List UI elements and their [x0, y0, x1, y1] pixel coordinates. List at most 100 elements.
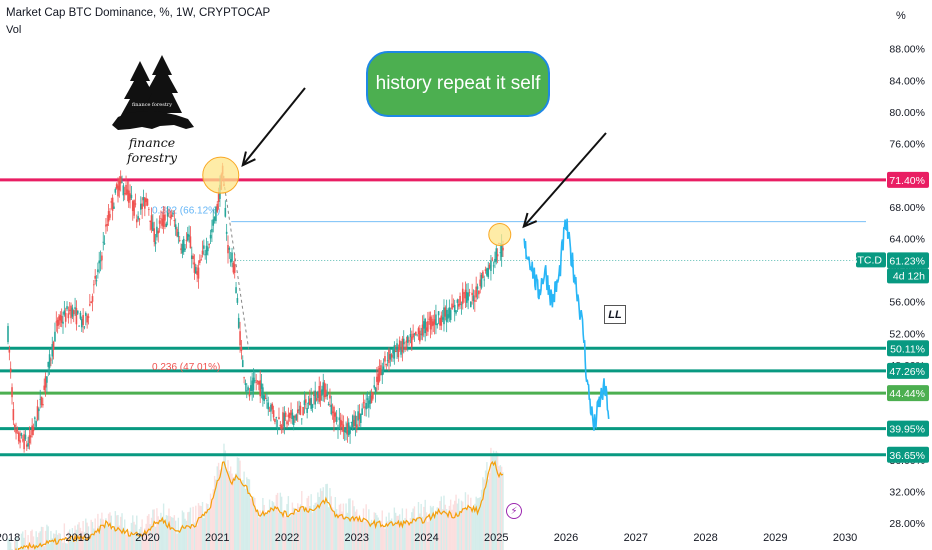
candle-body	[189, 236, 192, 249]
volume-bar	[429, 505, 432, 550]
volume-bar	[341, 511, 343, 550]
volume-bar	[373, 512, 375, 550]
volume-bar	[452, 504, 455, 550]
arrow-shaft	[523, 132, 607, 228]
volume-bar	[311, 512, 314, 550]
candle-body	[196, 271, 198, 276]
volume-bar	[297, 503, 299, 550]
candle-body	[496, 254, 499, 257]
candle-body	[468, 292, 471, 293]
candle-body	[342, 424, 345, 432]
volume-bar	[38, 532, 40, 550]
volume-bar	[396, 515, 398, 550]
candle-body	[432, 321, 435, 326]
volume-bar	[39, 531, 41, 550]
volume-bar	[276, 492, 279, 550]
volume-bar	[158, 520, 161, 550]
candle-body	[190, 255, 193, 260]
candle-body	[404, 346, 406, 350]
volume-bar	[500, 466, 503, 550]
candle-body	[286, 421, 288, 425]
price-tag-bg	[887, 252, 929, 269]
candle-body	[467, 292, 469, 301]
volume-bar	[187, 512, 189, 550]
volume-bar	[146, 515, 149, 550]
volume-bar	[24, 530, 27, 550]
volume-bar	[110, 515, 112, 550]
volume-bar	[479, 497, 481, 550]
candle-body	[310, 397, 312, 409]
y-tick-label: 28.00%	[889, 518, 925, 530]
volume-bar	[255, 508, 257, 550]
volume-bar	[179, 531, 181, 550]
history-bubble[interactable]: history repeat it self	[366, 51, 550, 117]
candle-body	[447, 314, 449, 319]
volume-bar	[381, 510, 383, 550]
candle-body	[164, 214, 166, 221]
volume-bar	[48, 543, 51, 550]
candle-body	[284, 412, 287, 418]
candle-body	[30, 435, 32, 438]
volume-bar	[333, 513, 335, 550]
fib-label: 0.236 (47.01%)	[152, 362, 220, 373]
tree-logo-icon	[112, 55, 194, 130]
candle-body	[13, 424, 16, 427]
candle-body	[499, 252, 502, 254]
candle-body	[354, 415, 357, 427]
candle-body	[248, 393, 251, 397]
volume-bar	[59, 533, 62, 550]
volume-bar	[282, 511, 284, 550]
volume-bar	[483, 479, 485, 550]
candle-body	[420, 333, 422, 335]
candle-body	[406, 335, 409, 343]
x-tick-label: 2021	[205, 532, 229, 544]
candle-body	[254, 380, 256, 382]
volume-bar	[467, 494, 469, 550]
candle-body	[378, 368, 381, 381]
y-tick-label: 80.00%	[889, 107, 925, 119]
volume-bar	[488, 473, 491, 550]
volume-bar	[8, 538, 11, 550]
volume-bar	[94, 518, 96, 550]
ll-label[interactable]: LL	[604, 305, 626, 324]
candle-body	[199, 260, 201, 264]
finance-forestry-logo: finance forestry finance forestry	[104, 55, 200, 165]
lightning-icon[interactable]: ⚡	[506, 503, 522, 519]
volume-bar	[384, 528, 386, 550]
candle-body	[260, 383, 263, 389]
volume-bar	[378, 524, 381, 550]
price-tag-label: 47.26%	[889, 366, 925, 378]
candle-body	[397, 349, 400, 358]
candle-body	[89, 304, 91, 306]
candle-body	[280, 425, 283, 429]
volume-bar	[390, 518, 393, 550]
candle-body	[400, 348, 402, 355]
volume-bar	[173, 515, 176, 550]
candle-body	[67, 313, 70, 319]
candle-body	[361, 408, 363, 415]
volume-bar	[456, 503, 459, 550]
candle-body	[43, 385, 46, 390]
candle-body	[146, 199, 149, 206]
candle-body	[110, 201, 113, 203]
volume-bar	[126, 528, 129, 550]
volume-bar	[129, 531, 131, 550]
candle-body	[369, 393, 371, 404]
volume-bar	[254, 497, 256, 550]
candle-body	[56, 319, 59, 326]
volume-bar	[63, 523, 66, 550]
volume-bar	[283, 514, 286, 550]
volume-bar	[185, 520, 188, 550]
candle-body	[200, 259, 202, 261]
candle-body	[161, 218, 164, 226]
candle-body	[148, 209, 150, 210]
candle-body	[127, 190, 130, 203]
candle-body	[40, 396, 43, 406]
volume-bar	[209, 493, 212, 550]
volume-bar	[464, 492, 467, 550]
candle-body	[166, 212, 169, 217]
candle-body	[484, 269, 487, 272]
indicator-label[interactable]: Vol	[6, 24, 22, 36]
candle-body	[195, 267, 197, 274]
candle-body	[153, 228, 156, 243]
